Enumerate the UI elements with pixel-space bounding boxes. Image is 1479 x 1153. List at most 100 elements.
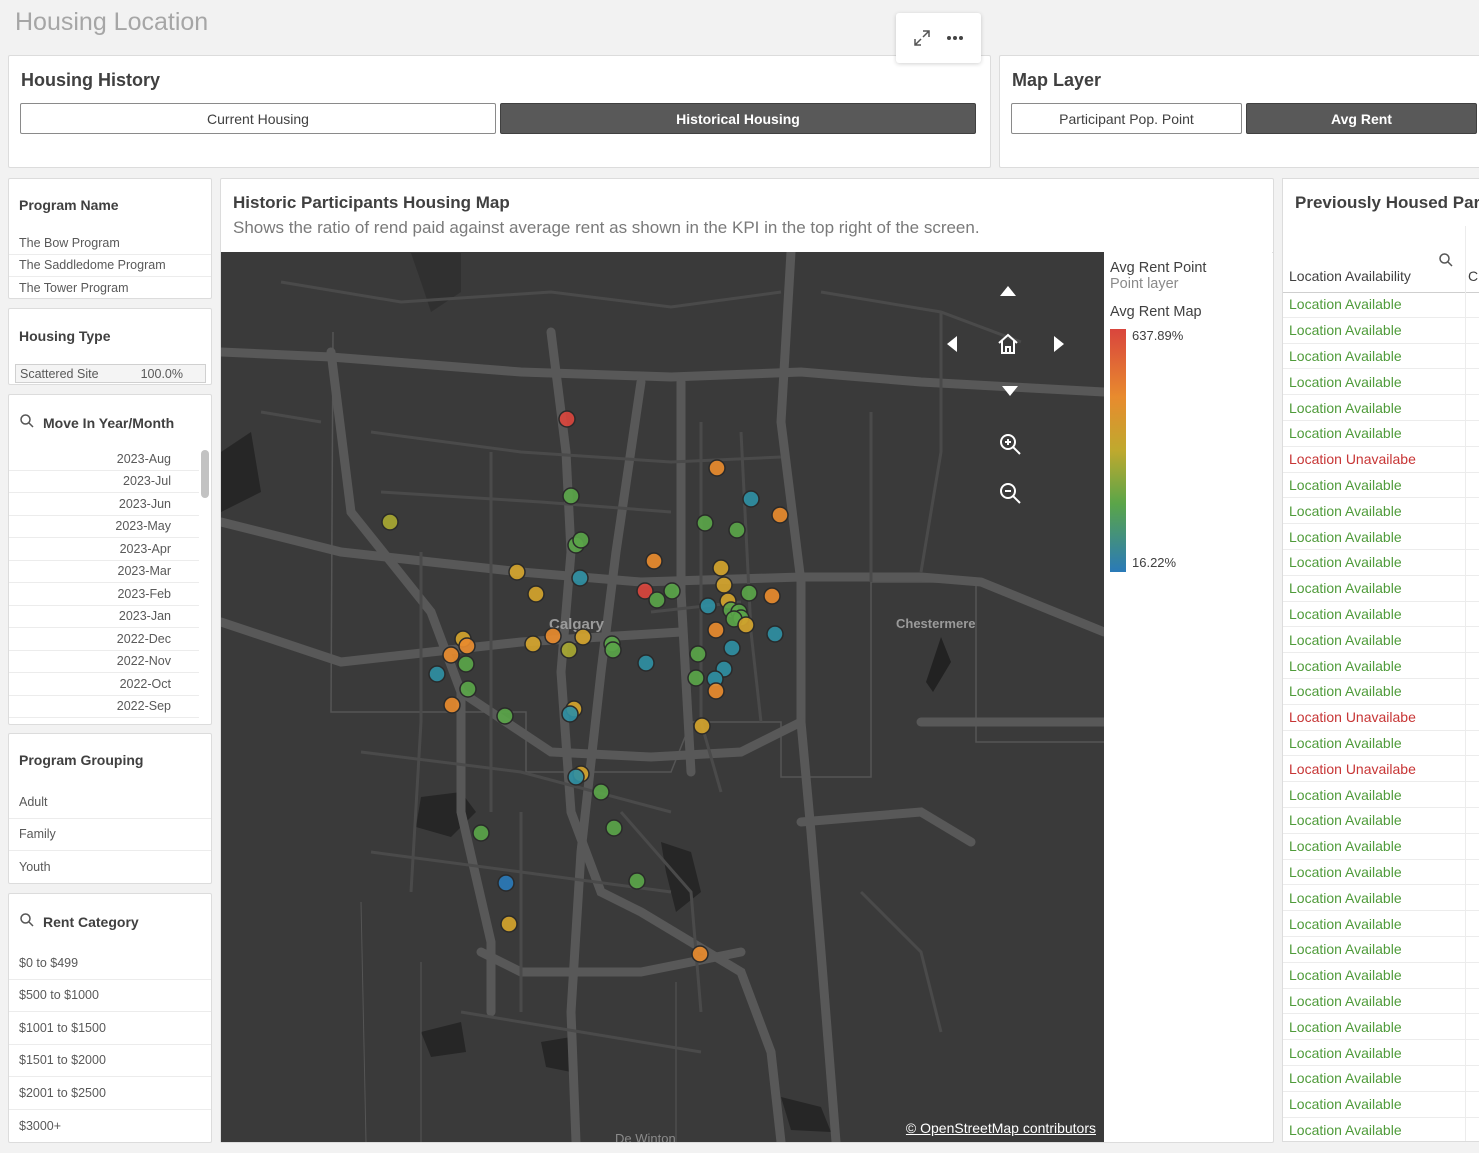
table-row[interactable]: Location Available	[1283, 988, 1479, 1015]
map-point[interactable]	[560, 641, 578, 659]
map-point[interactable]	[459, 680, 477, 698]
table-row[interactable]: Location Available	[1283, 524, 1479, 550]
pan-down-button[interactable]	[1000, 384, 1020, 404]
list-item[interactable]: Adult	[9, 786, 211, 819]
search-icon[interactable]	[19, 912, 35, 931]
table-row[interactable]: Location Available	[1283, 549, 1479, 576]
zoom-in-icon[interactable]	[998, 432, 1022, 456]
map-point[interactable]	[742, 490, 760, 508]
home-icon[interactable]	[996, 332, 1020, 356]
map-point[interactable]	[381, 513, 399, 531]
map-point[interactable]	[524, 635, 542, 653]
pan-right-button[interactable]	[1052, 334, 1068, 354]
list-item[interactable]: 2022-Nov	[9, 651, 199, 673]
map-point[interactable]	[663, 582, 681, 600]
map-point[interactable]	[604, 641, 622, 659]
list-item[interactable]: $3000+	[19, 1118, 62, 1133]
list-item[interactable]: Youth	[19, 860, 51, 875]
current-housing-button[interactable]: Current Housing	[20, 103, 496, 134]
historical-housing-button[interactable]: Historical Housing	[500, 103, 976, 134]
table-row[interactable]: Location Available	[1283, 369, 1479, 396]
map-point[interactable]	[574, 628, 592, 646]
table-row[interactable]: Location Available	[1283, 936, 1479, 963]
zoom-out-icon[interactable]	[998, 481, 1022, 505]
map-canvas[interactable]: Calgary Chestermere De Winton © OpenStre…	[221, 252, 1104, 1142]
map-point[interactable]	[442, 646, 460, 664]
table-row[interactable]: Location Available	[1283, 498, 1479, 525]
table-row[interactable]: Location Available	[1283, 653, 1479, 679]
map-point[interactable]	[443, 696, 461, 714]
avg-rent-button[interactable]: Avg Rent	[1246, 103, 1477, 134]
list-item[interactable]: $1001 to $1500	[9, 1012, 211, 1045]
map-point[interactable]	[605, 819, 623, 837]
map-point[interactable]	[740, 584, 758, 602]
map-point[interactable]	[458, 637, 476, 655]
map-point[interactable]	[500, 915, 518, 933]
list-item[interactable]: 2022-Oct	[9, 673, 199, 696]
list-item[interactable]: Family	[9, 819, 211, 851]
table-row[interactable]: Location Available	[1283, 962, 1479, 989]
table-row[interactable]: Location Available	[1283, 1091, 1479, 1118]
map-point[interactable]	[636, 582, 654, 600]
map-point[interactable]	[562, 487, 580, 505]
map-point[interactable]	[737, 616, 755, 634]
list-item[interactable]: 2023-Aug	[9, 448, 199, 471]
map-point[interactable]	[707, 682, 725, 700]
map-point[interactable]	[428, 665, 446, 683]
map-point[interactable]	[571, 569, 589, 587]
map-point[interactable]	[693, 717, 711, 735]
table-row[interactable]: Location Available	[1283, 395, 1479, 421]
map-point[interactable]	[497, 874, 515, 892]
list-item[interactable]: The Tower Program	[19, 281, 129, 296]
map-point[interactable]	[527, 585, 545, 603]
table-row[interactable]: Location Available	[1283, 627, 1479, 654]
map-point[interactable]	[637, 654, 655, 672]
table-row[interactable]: Location Available	[1283, 420, 1479, 447]
map-point[interactable]	[689, 645, 707, 663]
search-icon[interactable]	[19, 413, 35, 432]
list-item[interactable]: $500 to $1000	[9, 980, 211, 1012]
list-item[interactable]: 2023-Apr	[9, 538, 199, 561]
list-item[interactable]: 2023-Jul	[9, 471, 199, 493]
pan-left-button[interactable]	[945, 334, 961, 354]
table-row[interactable]: Location Available	[1283, 807, 1479, 834]
map-point[interactable]	[723, 639, 741, 657]
map-point[interactable]	[648, 591, 666, 609]
table-row[interactable]: Location Available	[1283, 343, 1479, 370]
map-point[interactable]	[699, 597, 717, 615]
list-item[interactable]: The Bow Program	[9, 232, 211, 255]
map-point[interactable]	[687, 669, 705, 687]
table-row[interactable]: Location Available	[1283, 833, 1479, 860]
map-point[interactable]	[558, 410, 576, 428]
list-item[interactable]: 2023-Feb	[9, 583, 199, 606]
list-item[interactable]: 2023-Jan	[9, 606, 199, 628]
map-point[interactable]	[691, 945, 709, 963]
table-row[interactable]: Location Available	[1283, 1040, 1479, 1066]
table-row[interactable]: Location Available	[1283, 1117, 1479, 1141]
map-point[interactable]	[567, 768, 585, 786]
column-header-location-availability[interactable]: Location Availability	[1289, 268, 1411, 284]
table-row[interactable]: Location Available	[1283, 317, 1479, 344]
map-point[interactable]	[496, 707, 514, 725]
expand-icon[interactable]	[909, 25, 935, 51]
table-row[interactable]: Location Available	[1283, 678, 1479, 705]
list-item[interactable]: $1501 to $2000	[9, 1045, 211, 1077]
list-item[interactable]: 2023-Mar	[9, 561, 199, 583]
list-item[interactable]: 2022-Dec	[9, 628, 199, 651]
list-item[interactable]: $0 to $499	[9, 947, 211, 980]
table-row[interactable]: Location Unavailabe	[1283, 756, 1479, 783]
scattered-site-item[interactable]: Scattered Site 100.0%	[15, 364, 206, 383]
list-item[interactable]: The Saddledome Program	[9, 255, 211, 277]
map-point[interactable]	[708, 459, 726, 477]
map-point[interactable]	[628, 872, 646, 890]
map-point[interactable]	[472, 824, 490, 842]
map-point[interactable]	[645, 552, 663, 570]
map-point[interactable]	[728, 521, 746, 539]
table-row[interactable]: Location Available	[1283, 601, 1479, 628]
table-row[interactable]: Location Available	[1283, 859, 1479, 886]
map-point[interactable]	[508, 563, 526, 581]
table-row[interactable]: Location Available	[1283, 575, 1479, 602]
map-point[interactable]	[763, 587, 781, 605]
map-point[interactable]	[771, 506, 789, 524]
list-item[interactable]: 2023-May	[9, 516, 199, 538]
